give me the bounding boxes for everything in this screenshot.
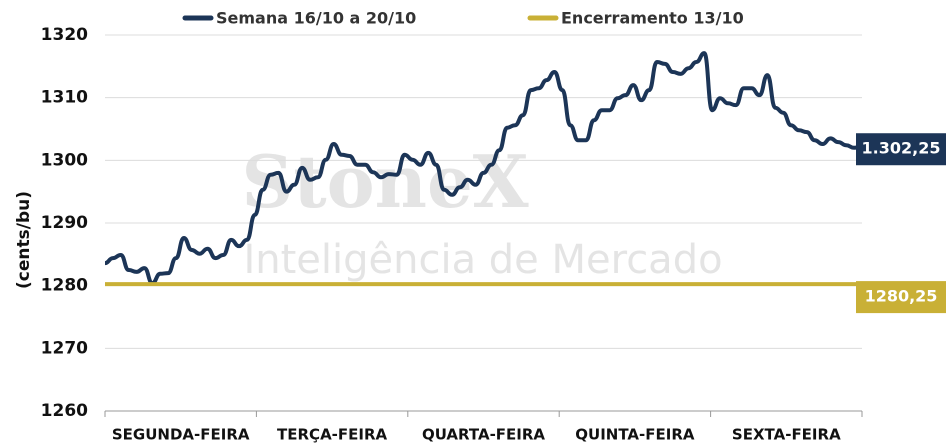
y-axis-label: (cents/bu) xyxy=(14,191,34,289)
watermark-brand: StoneX xyxy=(241,139,528,224)
x-tick-label: SEXTA-FEIRA xyxy=(732,426,841,444)
y-tick-label: 1260 xyxy=(41,401,88,421)
x-tick-label: QUARTA-FEIRA xyxy=(422,426,545,444)
x-tick-label: TERÇA-FEIRA xyxy=(277,426,387,444)
x-tick-label: SEGUNDA-FEIRA xyxy=(112,426,250,444)
y-tick-label: 1320 xyxy=(41,25,88,45)
y-tick-label: 1310 xyxy=(41,88,88,108)
end-label-box xyxy=(856,281,946,314)
x-tick-label: QUINTA-FEIRA xyxy=(575,426,695,444)
end-label: 1.302,25 xyxy=(862,139,941,158)
watermark-tagline: Inteligência de Mercado xyxy=(243,237,722,283)
y-tick-label: 1290 xyxy=(41,213,88,233)
y-tick-label: 1300 xyxy=(41,150,88,170)
end-label: 1280,25 xyxy=(865,287,938,306)
y-tick-label: 1270 xyxy=(41,338,88,358)
legend-label: Encerramento 13/10 xyxy=(561,9,744,28)
legend-label: Semana 16/10 a 20/10 xyxy=(216,9,416,28)
series-line xyxy=(104,51,863,286)
end-label-box xyxy=(856,133,946,166)
y-tick-label: 1280 xyxy=(41,276,88,296)
